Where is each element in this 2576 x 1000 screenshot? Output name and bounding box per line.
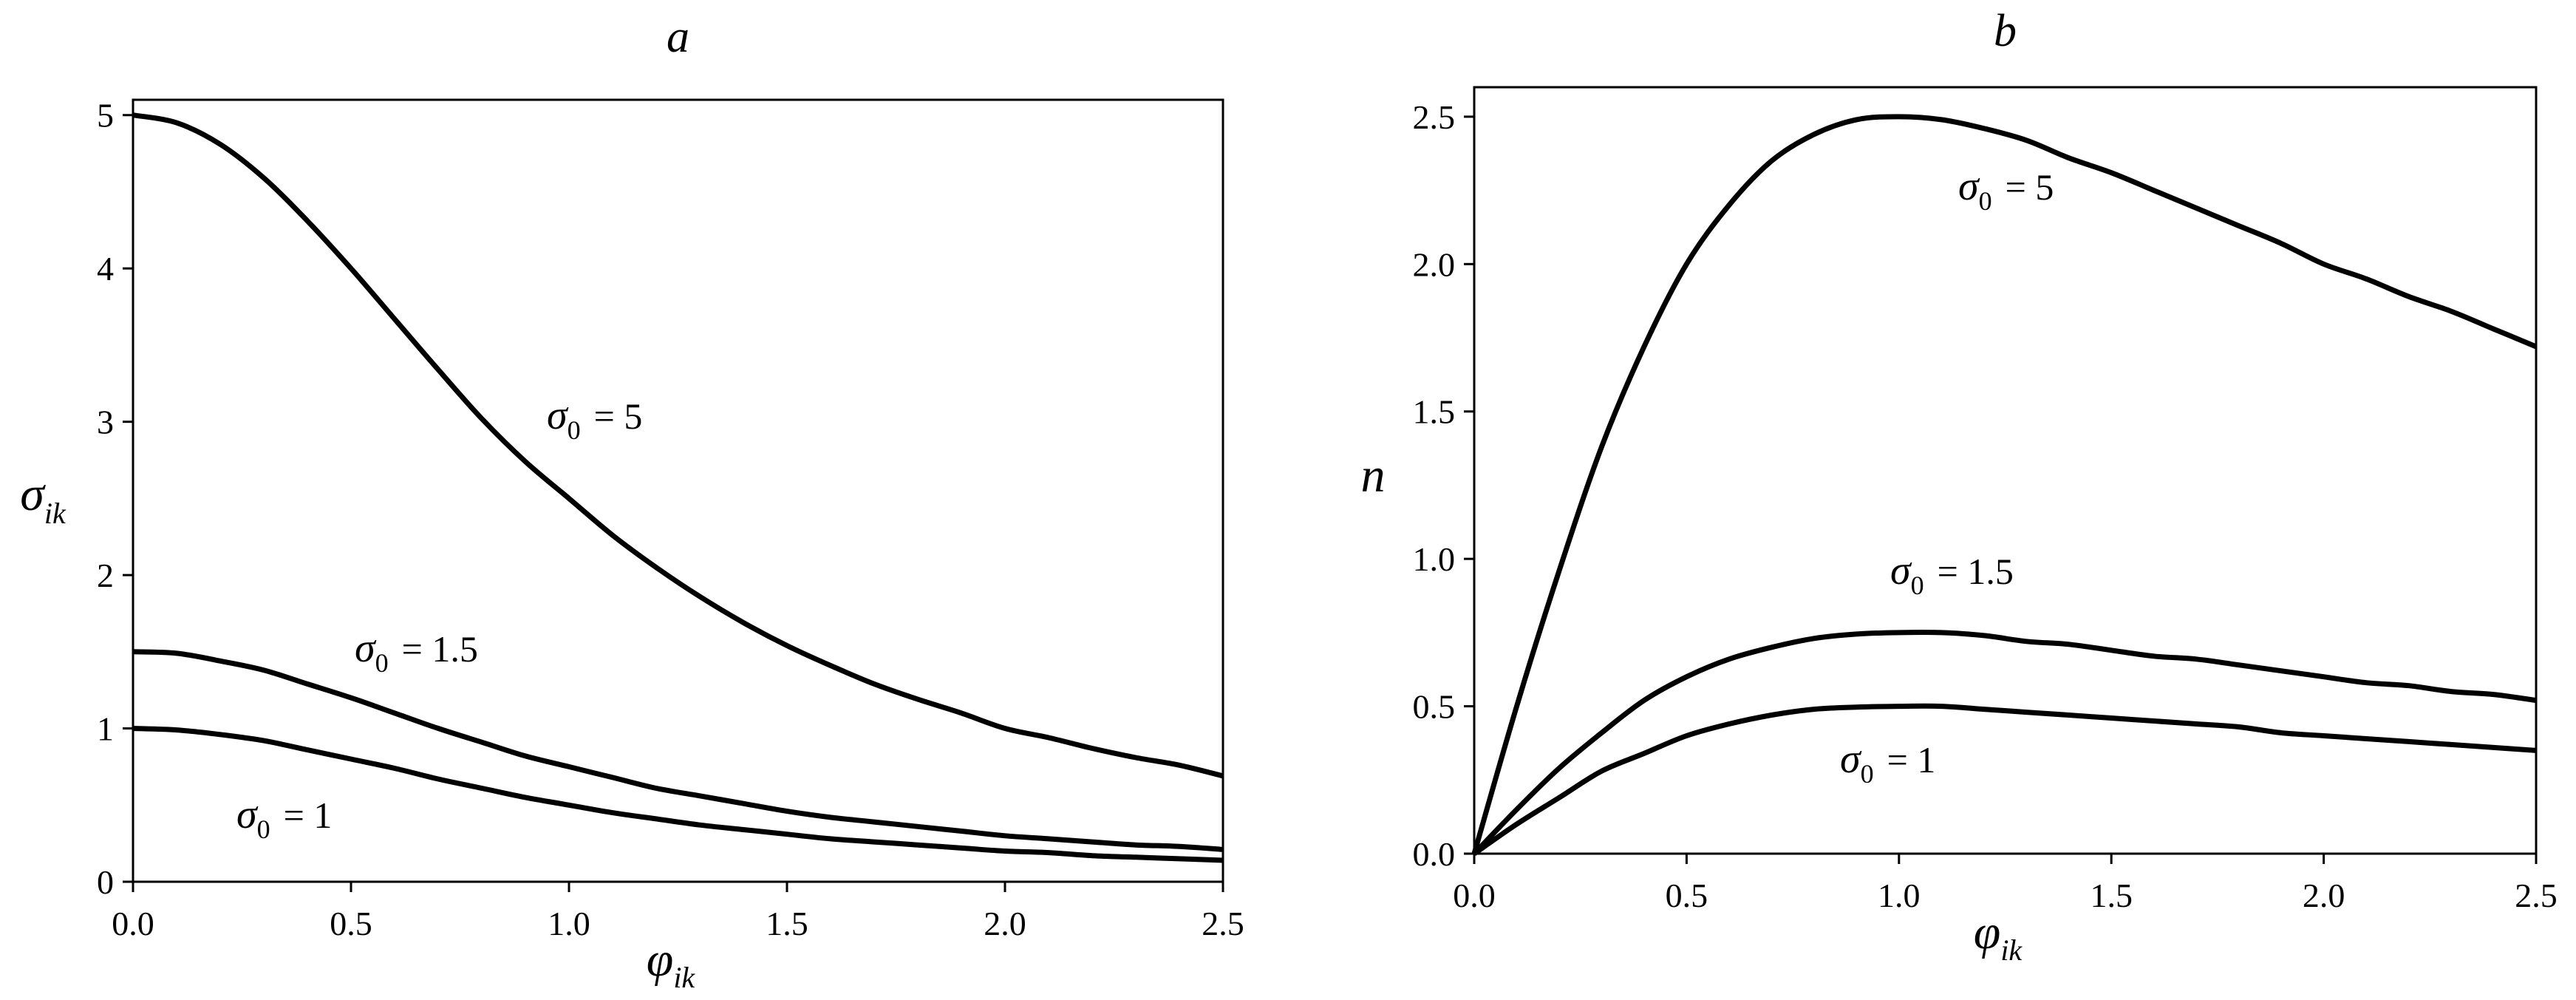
plot-frame [132,98,1224,883]
x-tick-label: 0.0 [112,905,154,942]
y-tick-label: 1.0 [1413,540,1456,578]
y-tick-label: 0.5 [1413,688,1456,726]
chart-panel-a: a 0.0 0.5 1.0 1.5 2.0 2.5 0 1 2 3 4 5 φik σik σ0 = 5 σ0 = … [20,12,1244,994]
y-tick-label: 2.0 [1413,245,1456,283]
y-tick-label: 0.0 [1413,835,1456,873]
series-label-sigma0-5: σ0 = 5 [1958,163,2054,216]
x-tick-label: 1.5 [766,905,808,942]
chart-panel-b: b 0.0 0.5 1.0 1.5 2.0 2.5 0.0 0.5 1.0 1.5 2.0 2.5 φik… [1361,6,2558,967]
series-line-sigma0-1 [132,726,1224,863]
y-tick-label: 2.5 [1413,98,1456,136]
series-label-sigma0-1_5: σ0 = 1.5 [1890,548,2014,600]
x-tick-label: 2.5 [1202,905,1244,942]
y-tick-label: 3 [97,404,114,441]
series-label-sigma0-1: σ0 = 1 [236,792,332,844]
x-axis-label: φik [1974,905,2023,967]
series-line-sigma0-5 [132,112,1224,779]
y-tick-label: 4 [97,250,114,288]
x-tick-label: 0.0 [1453,877,1496,914]
y-tick-label: 2 [97,557,114,594]
y-axis-label: n [1361,449,1386,503]
x-tick-label: 2.0 [2303,877,2345,914]
y-tick-label: 1.5 [1413,393,1456,431]
x-tick-label: 0.5 [330,905,372,942]
series-label-sigma0-5: σ0 = 5 [547,392,642,445]
x-tick-label: 0.5 [1666,877,1708,914]
series-label-sigma0-1: σ0 = 1 [1840,736,1935,789]
series-line-sigma0-1 [1473,703,2537,856]
y-tick-label: 1 [97,710,114,748]
x-tick-label: 1.0 [548,905,590,942]
x-tick-label: 2.0 [984,905,1026,942]
x-tick-label: 2.5 [2515,877,2558,914]
y-tick-label: 5 [97,97,114,135]
plot-frame [1473,86,2538,855]
series-line-sigma0-5 [1471,114,2538,854]
x-axis-label: φik [647,933,696,994]
x-tick-label: 1.0 [1878,877,1921,914]
series-line-sigma0-1_5 [132,649,1224,852]
chart-title: b [1994,6,2017,56]
y-axis-label: σik [20,467,67,530]
series-label-sigma0-1_5: σ0 = 1.5 [355,625,478,678]
x-tick-label: 1.5 [2090,877,2133,914]
series-line-sigma0-1_5 [1472,629,2537,856]
y-tick-label: 0 [97,863,114,901]
chart-title: a [667,12,689,62]
